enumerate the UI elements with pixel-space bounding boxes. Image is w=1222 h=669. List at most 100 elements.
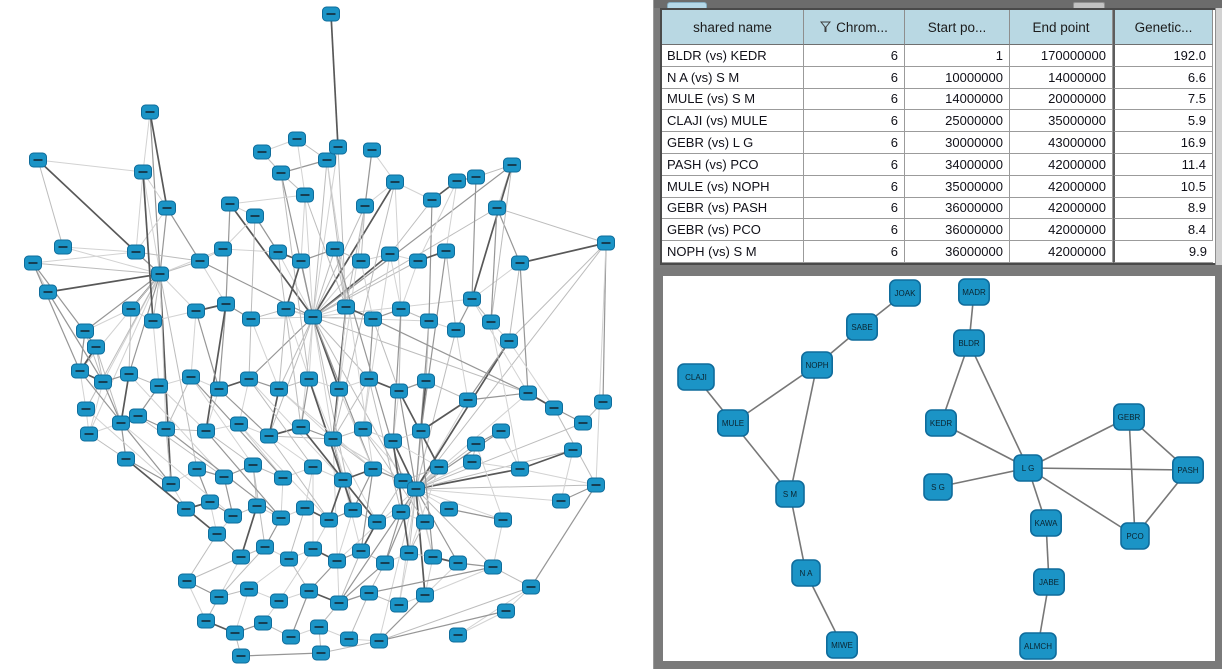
network-node[interactable] xyxy=(300,371,318,387)
network-node[interactable] xyxy=(392,504,410,520)
network-node[interactable] xyxy=(144,313,162,329)
network-node[interactable] xyxy=(511,461,529,477)
table-cell-start[interactable]: 10000000 xyxy=(905,66,1010,89)
node-MADR[interactable]: MADR xyxy=(957,278,990,306)
table-row-name[interactable]: GEBR (vs) PCO xyxy=(662,219,804,242)
table-cell-chrom[interactable]: 6 xyxy=(804,110,905,133)
table-cell-start[interactable]: 25000000 xyxy=(905,110,1010,133)
toolbar-tab[interactable] xyxy=(667,2,707,9)
table-cell-genetic[interactable]: 6.6 xyxy=(1113,66,1213,89)
table-row-name[interactable]: N A (vs) S M xyxy=(662,66,804,89)
network-node[interactable] xyxy=(94,374,112,390)
table-cell-start[interactable]: 36000000 xyxy=(905,197,1010,220)
table-row-name[interactable]: PASH (vs) PCO xyxy=(662,153,804,176)
network-node[interactable] xyxy=(296,187,314,203)
network-node[interactable] xyxy=(221,196,239,212)
network-node[interactable] xyxy=(162,476,180,492)
network-node[interactable] xyxy=(330,595,348,611)
network-node[interactable] xyxy=(296,500,314,516)
network-node[interactable] xyxy=(519,385,537,401)
network-node[interactable] xyxy=(370,633,388,649)
network-node[interactable] xyxy=(246,208,264,224)
table-row-name[interactable]: MULE (vs) S M xyxy=(662,88,804,111)
table-cell-genetic[interactable]: 11.4 xyxy=(1113,153,1213,176)
network-node[interactable] xyxy=(215,469,233,485)
network-node[interactable] xyxy=(158,200,176,216)
network-node[interactable] xyxy=(400,545,418,561)
network-node[interactable] xyxy=(141,104,159,120)
network-node[interactable] xyxy=(329,139,347,155)
network-node[interactable] xyxy=(597,235,615,251)
table-cell-chrom[interactable]: 6 xyxy=(804,197,905,220)
network-node[interactable] xyxy=(157,421,175,437)
network-node[interactable] xyxy=(384,433,402,449)
network-node[interactable] xyxy=(363,142,381,158)
network-node[interactable] xyxy=(420,313,438,329)
table-cell-start[interactable]: 1 xyxy=(905,45,1010,67)
column-header-4[interactable]: Genetic... xyxy=(1113,10,1213,45)
network-node[interactable] xyxy=(494,512,512,528)
table-cell-chrom[interactable]: 6 xyxy=(804,153,905,176)
network-node[interactable] xyxy=(368,514,386,530)
network-node[interactable] xyxy=(120,366,138,382)
network-node[interactable] xyxy=(214,241,232,257)
network-node[interactable] xyxy=(337,299,355,315)
node-BLDR[interactable]: BLDR xyxy=(952,329,985,357)
network-node[interactable] xyxy=(376,555,394,571)
node-SM[interactable]: S M xyxy=(775,480,805,508)
network-node[interactable] xyxy=(269,244,287,260)
network-node[interactable] xyxy=(134,164,152,180)
network-node[interactable] xyxy=(253,144,271,160)
network-node[interactable] xyxy=(447,322,465,338)
network-node[interactable] xyxy=(344,502,362,518)
network-node[interactable] xyxy=(463,291,481,307)
network-node[interactable] xyxy=(197,423,215,439)
table-row-name[interactable]: GEBR (vs) L G xyxy=(662,132,804,154)
table-cell-end[interactable]: 42000000 xyxy=(1010,197,1113,220)
network-node[interactable] xyxy=(412,423,430,439)
network-node[interactable] xyxy=(328,553,346,569)
network-node[interactable] xyxy=(39,284,57,300)
column-header-0[interactable]: shared name xyxy=(662,10,804,45)
table-cell-start[interactable]: 14000000 xyxy=(905,88,1010,111)
network-node[interactable] xyxy=(511,255,529,271)
table-cell-chrom[interactable]: 6 xyxy=(804,132,905,154)
table-row-name[interactable]: BLDR (vs) KEDR xyxy=(662,45,804,67)
network-node[interactable] xyxy=(217,296,235,312)
network-node[interactable] xyxy=(80,426,98,442)
table-cell-start[interactable]: 36000000 xyxy=(905,241,1010,263)
table-cell-genetic[interactable]: 7.5 xyxy=(1113,88,1213,111)
table-cell-genetic[interactable]: 10.5 xyxy=(1113,175,1213,198)
network-node[interactable] xyxy=(320,512,338,528)
edge-LG-PASH[interactable] xyxy=(1027,467,1189,471)
sub-network-canvas[interactable]: JOAK SABE NOPH CLAJI MULE S M N A MIWE MADR BLDR K… xyxy=(663,276,1214,661)
network-node[interactable] xyxy=(440,501,458,517)
network-node[interactable] xyxy=(178,573,196,589)
network-node[interactable] xyxy=(300,583,318,599)
table-row-name[interactable]: NOPH (vs) S M xyxy=(662,241,804,263)
network-node[interactable] xyxy=(187,303,205,319)
node-KAWA[interactable]: KAWA xyxy=(1029,509,1062,537)
table-cell-start[interactable]: 35000000 xyxy=(905,175,1010,198)
sub-network-panel[interactable]: JOAK SABE NOPH CLAJI MULE S M N A MIWE MADR BLDR K… xyxy=(655,268,1222,669)
network-node[interactable] xyxy=(122,301,140,317)
network-node[interactable] xyxy=(448,173,466,189)
network-node[interactable] xyxy=(76,323,94,339)
network-node[interactable] xyxy=(364,311,382,327)
network-node[interactable] xyxy=(326,241,344,257)
edge-GEBR-PCO[interactable] xyxy=(1128,416,1136,537)
network-node[interactable] xyxy=(274,470,292,486)
table-cell-end[interactable]: 35000000 xyxy=(1010,110,1113,133)
network-node[interactable] xyxy=(587,477,605,493)
column-header-3[interactable]: End point xyxy=(1010,10,1113,45)
node-JABE[interactable]: JABE xyxy=(1032,568,1065,596)
network-node[interactable] xyxy=(360,371,378,387)
network-node[interactable] xyxy=(304,309,322,325)
column-header-1[interactable]: Chrom... xyxy=(804,10,905,45)
edge-LG-PCO[interactable] xyxy=(1027,467,1136,537)
network-node[interactable] xyxy=(304,541,322,557)
network-node[interactable] xyxy=(564,442,582,458)
network-node[interactable] xyxy=(112,415,130,431)
network-node[interactable] xyxy=(127,244,145,260)
network-node[interactable] xyxy=(409,253,427,269)
